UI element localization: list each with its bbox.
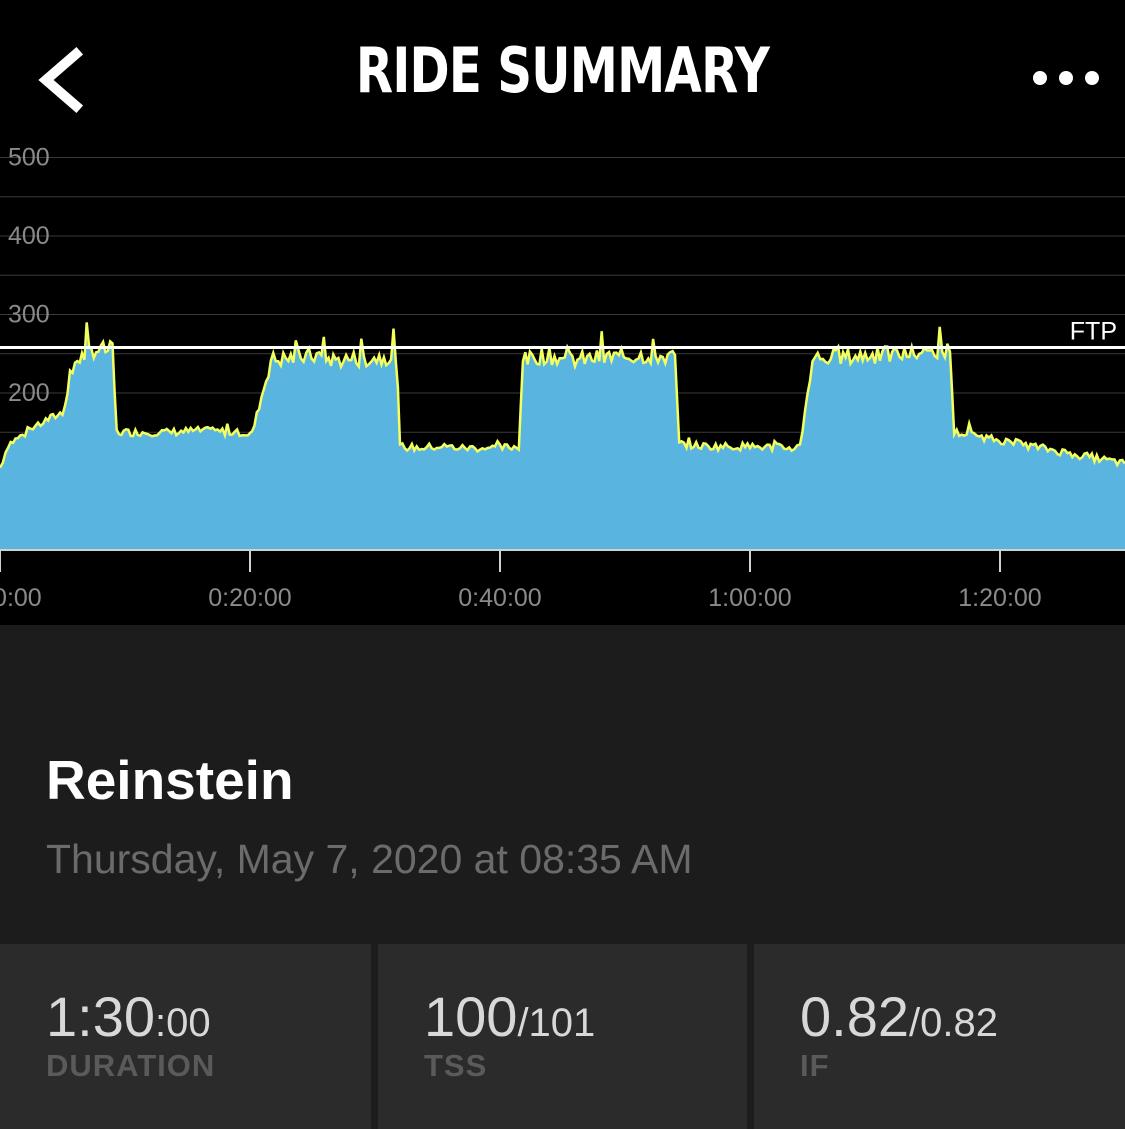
x-tick-label: 0:20:00 (208, 584, 291, 612)
more-horizontal-icon (1033, 71, 1099, 85)
duration-main: 1:30 (46, 985, 155, 1048)
y-tick-label: 500 (8, 144, 50, 172)
ftp-label: FTP (1070, 317, 1117, 345)
more-button[interactable] (1024, 58, 1108, 98)
chevron-left-icon (38, 46, 84, 114)
stats-row: 1:30:00 DURATION 100/101 TSS 0.82/0.82 I… (0, 944, 1125, 1129)
if-sub: /0.82 (909, 1001, 998, 1045)
tss-main: 100 (424, 985, 518, 1048)
duration-label: DURATION (46, 1048, 216, 1083)
power-line (0, 322, 1125, 469)
power-chart-svg: 200 300 400 500 FTP 0:00:00 0:20:00 0:40:00 1:00… (0, 144, 1125, 612)
duration-card[interactable]: 1:30:00 DURATION (0, 944, 371, 1129)
tss-value: 100/101 (424, 984, 595, 1049)
duration-sub: :00 (155, 1001, 211, 1045)
if-card[interactable]: 0.82/0.82 IF (754, 944, 1125, 1129)
back-button[interactable] (30, 42, 100, 118)
ride-date: Thursday, May 7, 2020 at 08:35 AM (46, 836, 693, 882)
if-label: IF (800, 1048, 830, 1083)
x-tick-label: 0:00:00 (0, 584, 42, 612)
ride-name: Reinstein (46, 749, 294, 811)
y-tick-label: 300 (8, 301, 50, 329)
x-tick-label: 0:40:00 (458, 584, 541, 612)
power-chart[interactable]: 200 300 400 500 FTP 0:00:00 0:20:00 0:40:00 1:00… (0, 140, 1125, 625)
nav-bar: RIDE SUMMARY (0, 0, 1125, 140)
y-tick-label: 200 (8, 379, 50, 407)
duration-value: 1:30:00 (46, 984, 211, 1049)
x-tick-label: 1:00:00 (708, 584, 791, 612)
tss-label: TSS (424, 1048, 488, 1083)
tss-sub: /101 (517, 1001, 596, 1045)
x-tick-label: 1:20:00 (958, 584, 1041, 612)
if-value: 0.82/0.82 (800, 984, 998, 1049)
tss-card[interactable]: 100/101 TSS (378, 944, 747, 1129)
power-area (0, 322, 1125, 550)
if-main: 0.82 (800, 985, 909, 1048)
page-title: RIDE SUMMARY (355, 34, 770, 107)
y-tick-label: 400 (8, 222, 50, 250)
